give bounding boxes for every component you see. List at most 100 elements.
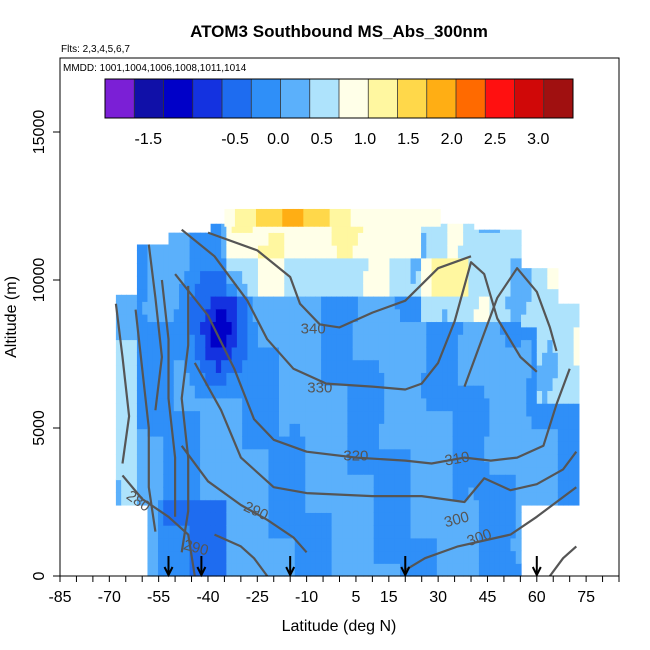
heatmap-cell [261,208,268,227]
heatmap-cell [210,283,217,297]
heatmap-cell [521,415,527,430]
heatmap-cell [499,334,506,348]
heatmap-cell [415,334,422,348]
heatmap-cell [231,334,238,348]
heatmap-cell [394,499,401,513]
heatmap-cell [463,423,469,437]
heatmap-cell [463,232,469,246]
heatmap-cell [499,486,506,501]
heatmap-cell [373,486,380,501]
heatmap-cell [210,295,217,310]
heatmap-cell [205,321,212,335]
heatmap-cell [184,232,191,246]
heatmap-cell [273,499,280,513]
heatmap-cell [421,499,427,513]
heatmap-cell [436,308,443,323]
heatmap-cell [242,334,249,348]
heatmap-cell [236,257,243,272]
heatmap-cell [389,245,396,259]
heatmap-cell [331,525,338,539]
heatmap-cell [378,461,385,475]
heatmap-cell [547,326,554,341]
heatmap-cell [121,294,128,302]
heatmap-cell [473,474,480,488]
heatmap-cell [152,372,159,386]
heatmap-cell [326,295,333,310]
heatmap-cell [126,294,133,302]
heatmap-cell [221,563,227,577]
heatmap-cell [205,486,212,501]
heatmap-cell [378,270,385,284]
heatmap-cell [352,410,359,424]
heatmap-cell [421,410,427,424]
heatmap-cell [457,486,464,501]
heatmap-cell [279,295,285,310]
heatmap-cell [347,257,354,272]
heatmap-cell [252,423,259,437]
heatmap-cell [173,537,180,552]
heatmap-cell [499,448,506,463]
heatmap-cell [463,563,469,577]
heatmap-cell [531,326,538,341]
heatmap-cell [168,334,175,348]
heatmap-cell [221,537,227,552]
heatmap-cell [168,245,175,259]
heatmap-cell [484,563,491,577]
heatmap-cell [321,223,327,233]
heatmap-cell [126,314,133,328]
heatmap-cell [163,334,170,348]
heatmap-cell [115,294,122,302]
heatmap-cell [168,486,175,501]
heatmap-cell [157,563,164,577]
heatmap-cell [378,283,385,297]
heatmap-cell [368,295,375,310]
heatmap-cell [263,372,270,386]
heatmap-cell [421,283,427,297]
heatmap-cell [457,232,464,246]
heatmap-cell [405,448,412,463]
heatmap-cell [152,423,159,437]
heatmap-cell [415,525,422,539]
heatmap-cell [478,359,485,373]
heatmap-cell [489,410,496,424]
heatmap-cell [294,321,301,335]
heatmap-cell [521,441,527,455]
heatmap-cell [536,301,543,315]
heatmap-cell [179,232,185,246]
heatmap-cell [494,461,501,475]
heatmap-cell [200,461,206,475]
heatmap-cell [405,474,412,488]
heatmap-cell [552,364,559,379]
heatmap-cell [515,410,522,424]
heatmap-cell [257,486,264,501]
heatmap-cell [231,486,238,501]
heatmap-cell [531,454,538,468]
heatmap-cell [489,435,496,450]
heatmap-cell [115,466,122,481]
heatmap-cell [452,550,459,564]
heatmap-cell [336,499,343,513]
heatmap-cell [557,377,564,392]
heatmap-cell [489,270,496,284]
heatmap-cell [342,385,348,399]
heatmap-cell [557,403,564,417]
heatmap-cell [421,385,427,399]
heatmap-cell [373,321,380,335]
heatmap-cell [205,410,212,424]
heatmap-cell [442,448,448,463]
heatmap-cell [305,537,312,552]
heatmap-cell [305,283,312,297]
heatmap-cell [305,245,312,259]
heatmap-cell [242,486,249,501]
heatmap-cell [157,486,164,501]
heatmap-cell [168,397,175,412]
heatmap-cell [384,334,391,348]
x-axis-tick-label: 75 [577,589,595,606]
heatmap-cell [136,352,143,366]
heatmap-cell [194,397,201,412]
heatmap-cell [247,283,254,297]
heatmap-cell [352,385,359,399]
heatmap-cell [200,423,206,437]
heatmap-cell [463,435,469,450]
